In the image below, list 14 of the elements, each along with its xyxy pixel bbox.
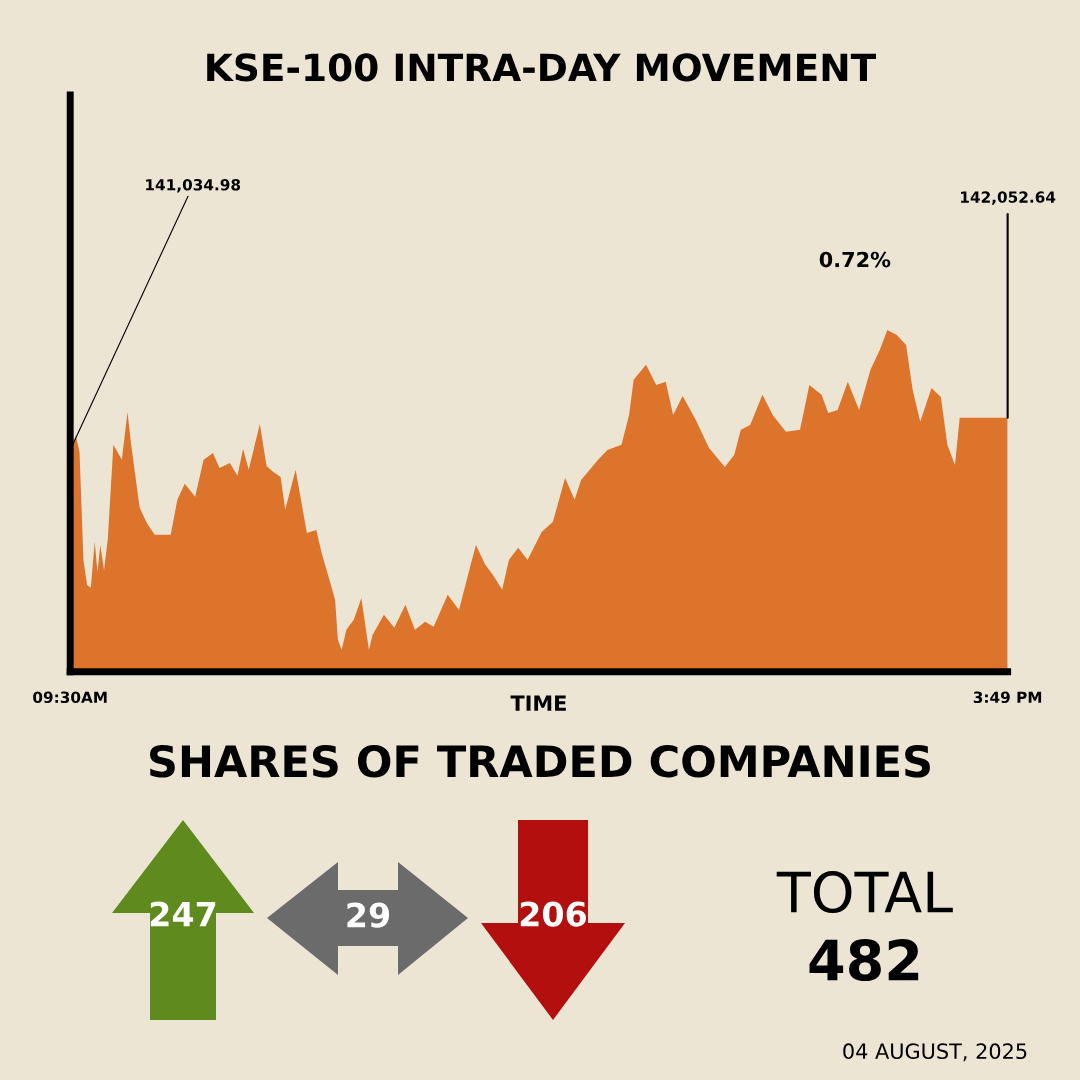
x-tick-label: 09:30AM (33, 691, 107, 704)
data-label: 247 (150, 901, 216, 927)
x-tick-label: 3:49 PM (973, 691, 1042, 704)
text: TOTAL (776, 871, 953, 914)
text: 482 (809, 939, 919, 982)
annotation: 142,052.64 (961, 191, 1056, 205)
x-axis-title: TIME (510, 695, 566, 711)
text: SHARES OF TRADED COMPANIES (150, 744, 930, 778)
text: 0.72% (819, 251, 891, 268)
data-label: 206 (520, 901, 586, 927)
text: 04 AUGUST, 2025 (843, 1043, 1027, 1062)
annotation: 141,034.98 (146, 178, 241, 193)
chart-title: KSE-100 INTRA-DAY MOVEMENT (207, 53, 877, 82)
data-label: 29 (347, 902, 390, 928)
